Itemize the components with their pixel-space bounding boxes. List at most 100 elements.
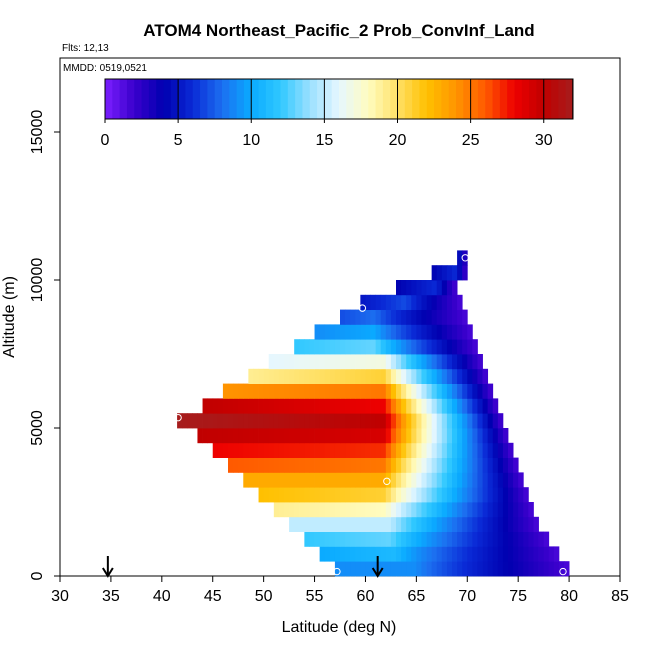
heatmap-cell bbox=[243, 457, 249, 473]
heatmap-cell bbox=[324, 531, 331, 547]
colorbar-swatch bbox=[456, 79, 464, 119]
colorbar-tick-label: 15 bbox=[315, 132, 333, 149]
heatmap-cell bbox=[446, 502, 453, 518]
heatmap-cell bbox=[278, 487, 285, 503]
heatmap-cell bbox=[294, 428, 300, 444]
heatmap-cell bbox=[396, 561, 402, 577]
heatmap-cell bbox=[411, 309, 417, 325]
heatmap-cell bbox=[533, 546, 539, 562]
heatmap-cell bbox=[340, 442, 346, 458]
heatmap-cell bbox=[263, 487, 270, 503]
heatmap-cell bbox=[441, 398, 448, 414]
heatmap-cell bbox=[406, 280, 412, 296]
heatmap-cell bbox=[284, 398, 290, 414]
heatmap-cell bbox=[472, 502, 478, 518]
heatmap-cell bbox=[258, 383, 265, 399]
heatmap-cell bbox=[401, 354, 407, 370]
heatmap-cell bbox=[334, 398, 341, 414]
heatmap-cell bbox=[396, 294, 402, 310]
heatmap-cell bbox=[355, 324, 361, 340]
heatmap-cell bbox=[314, 442, 321, 458]
heatmap-cell bbox=[472, 398, 478, 414]
heatmap-cell bbox=[401, 280, 407, 296]
heatmap-cell bbox=[284, 354, 290, 370]
heatmap-cell bbox=[278, 457, 285, 473]
heatmap-cell bbox=[436, 442, 443, 458]
heatmap-cell bbox=[273, 457, 280, 473]
heatmap-cell bbox=[401, 428, 407, 444]
heatmap-cell bbox=[207, 413, 214, 429]
heatmap-cell bbox=[518, 502, 524, 518]
colorbar-swatch bbox=[295, 79, 303, 119]
heatmap-cell bbox=[441, 516, 448, 532]
heatmap-cell bbox=[487, 502, 494, 518]
heatmap-cell bbox=[462, 546, 468, 562]
colorbar-swatch bbox=[214, 79, 223, 119]
heatmap-cell bbox=[340, 398, 346, 414]
heatmap-cell bbox=[385, 531, 392, 547]
heatmap-cell bbox=[508, 502, 514, 518]
x-axis: 30 35 40 45 50 55 60 65 70 75 80 85 bbox=[51, 576, 629, 605]
y-tick-label: 0 bbox=[29, 571, 46, 580]
heatmap-cell bbox=[457, 413, 463, 429]
heatmap-cell bbox=[284, 428, 290, 444]
heatmap-cell bbox=[238, 428, 244, 444]
heatmap-cell bbox=[202, 428, 209, 444]
heatmap-cell bbox=[436, 324, 443, 340]
heatmap-cell bbox=[467, 516, 473, 532]
heatmap-cell bbox=[513, 472, 519, 488]
heatmap-cell bbox=[446, 472, 453, 488]
heatmap-cell bbox=[446, 265, 453, 281]
heatmap-cell bbox=[482, 428, 489, 444]
heatmap-cell bbox=[329, 354, 336, 370]
heatmap-cell bbox=[452, 324, 458, 340]
heatmap-cell bbox=[314, 531, 321, 547]
heatmap-cell bbox=[385, 428, 392, 444]
heatmap-cell bbox=[421, 280, 427, 296]
heatmap-cell bbox=[513, 561, 519, 577]
colorbar-swatch bbox=[178, 79, 186, 119]
heatmap-cell bbox=[370, 324, 377, 340]
heatmap-cell bbox=[462, 398, 468, 414]
heatmap-cell bbox=[472, 428, 478, 444]
heatmap-cell bbox=[543, 546, 550, 562]
heatmap-cell bbox=[217, 428, 224, 444]
colorbar-swatch bbox=[302, 79, 311, 119]
heatmap-cell bbox=[268, 442, 275, 458]
heatmap-cell bbox=[263, 442, 270, 458]
heatmap-cell bbox=[289, 428, 295, 444]
heatmap-cell bbox=[497, 531, 504, 547]
heatmap-cell bbox=[309, 398, 315, 414]
heatmap-cell bbox=[207, 428, 214, 444]
heatmap-cell bbox=[233, 428, 239, 444]
heatmap-cell bbox=[462, 516, 468, 532]
heatmap-cell bbox=[268, 368, 275, 384]
colorbar-swatch bbox=[543, 79, 552, 119]
heatmap-cell bbox=[334, 531, 341, 547]
heatmap-cell bbox=[487, 531, 494, 547]
heatmap-cell bbox=[345, 339, 351, 355]
heatmap-cell bbox=[350, 383, 356, 399]
heatmap-cell bbox=[452, 309, 458, 325]
heatmap-cell bbox=[248, 472, 254, 488]
heatmap-cell bbox=[436, 309, 443, 325]
heatmap-cell bbox=[396, 383, 402, 399]
heatmap-cell bbox=[431, 561, 438, 577]
heatmap-cell bbox=[452, 487, 458, 503]
heatmap-cell bbox=[202, 398, 209, 414]
heatmap-cell bbox=[426, 280, 433, 296]
heatmap-cell bbox=[253, 457, 259, 473]
heatmap-cell bbox=[431, 324, 438, 340]
heatmap-cell bbox=[253, 472, 259, 488]
heatmap-cell bbox=[365, 442, 371, 458]
heatmap-cell bbox=[370, 354, 377, 370]
heatmap-cell bbox=[390, 398, 397, 414]
colorbar-swatch bbox=[360, 79, 369, 119]
heatmap-cell bbox=[497, 413, 504, 429]
heatmap-cell bbox=[472, 413, 478, 429]
heatmap-cell bbox=[477, 442, 483, 458]
heatmap-cell bbox=[401, 368, 407, 384]
heatmap-cell bbox=[431, 546, 438, 562]
heatmap-cell bbox=[289, 487, 295, 503]
heatmap-cell bbox=[452, 398, 458, 414]
